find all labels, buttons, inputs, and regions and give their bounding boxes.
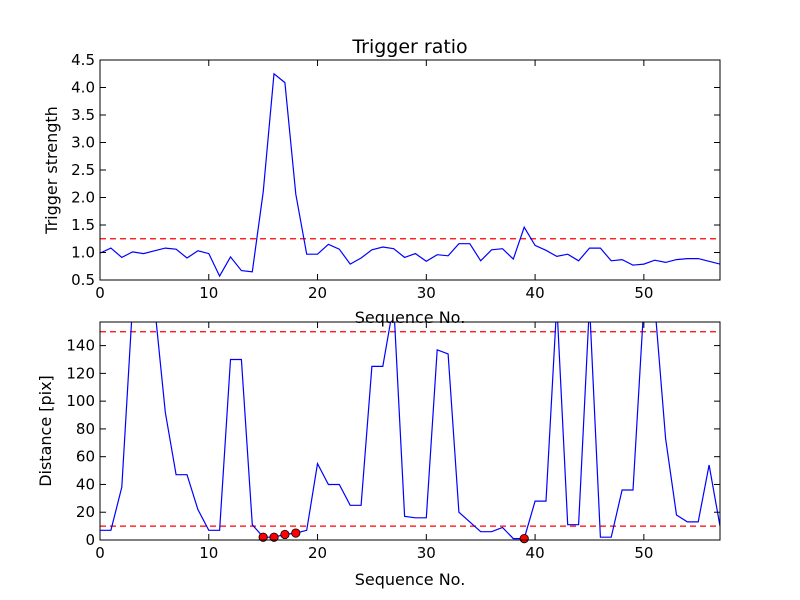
trigger-plot-ylabel: Trigger strength — [42, 106, 61, 235]
distance-plot-xlabel: Sequence No. — [355, 570, 466, 589]
trigger-xtick-label: 20 — [308, 284, 327, 302]
trigger-ytick-label: 3.5 — [71, 106, 95, 124]
distance-marker-point — [258, 532, 268, 542]
distance-ytick-label: 100 — [66, 392, 95, 410]
distance-ytick-label: 80 — [76, 420, 95, 438]
distance-ytick-label: 140 — [66, 337, 95, 355]
trigger-series-line — [100, 72, 720, 278]
trigger-xtick-label: 10 — [199, 284, 218, 302]
trigger-ytick-label: 0.5 — [71, 271, 95, 289]
distance-ytick-label: 120 — [66, 364, 95, 382]
trigger-plot-title: Trigger ratio — [351, 36, 467, 58]
trigger-frame — [99, 59, 721, 281]
distance-xtick-label: 30 — [417, 544, 436, 562]
distance-marker-point — [291, 528, 301, 538]
trigger-xtick-label: 40 — [526, 284, 545, 302]
trigger-ratio-plot: Trigger ratio 0 10 20 30 40 50 0.5 1.0 1.5 2.0 2.5… — [42, 36, 721, 327]
trigger-ytick-label: 1.0 — [71, 244, 95, 262]
distance-xtick-label: 0 — [95, 544, 105, 562]
distance-ytick-label: 0 — [85, 531, 95, 549]
trigger-plot-axes: 0 10 20 30 40 50 0.5 1.0 1.5 2.0 2.5 3.0 3.5 4.0 4.5 — [71, 51, 721, 302]
trigger-xtick-label: 30 — [417, 284, 436, 302]
trigger-ytick-label: 3.0 — [71, 134, 95, 152]
distance-xtick-label: 40 — [526, 544, 545, 562]
trigger-ytick-label: 1.5 — [71, 216, 95, 234]
distance-plot: 0 10 20 30 40 50 0 20 40 60 80 100 120 140 Sequence N… — [36, 321, 721, 589]
distance-frame — [99, 321, 721, 541]
trigger-ytick-label: 2.5 — [71, 161, 95, 179]
distance-marker-point — [280, 529, 290, 540]
distance-ytick-label: 20 — [76, 503, 95, 521]
distance-ytick-label: 60 — [76, 448, 95, 466]
distance-series-line — [100, 322, 720, 540]
distance-marker-point — [269, 532, 279, 542]
distance-xtick-label: 20 — [308, 544, 327, 562]
distance-xtick-label: 50 — [634, 544, 653, 562]
trigger-ytick-label: 4.5 — [71, 51, 95, 69]
trigger-ytick-label: 2.0 — [71, 189, 95, 207]
distance-ytick-label: 40 — [76, 475, 95, 493]
trigger-xtick-label: 0 — [95, 284, 105, 302]
distance-plot-ylabel: Distance [pix] — [36, 375, 55, 487]
distance-marker-point — [519, 534, 529, 544]
trigger-plot-area — [100, 72, 720, 278]
trigger-plot-xlabel: Sequence No. — [355, 308, 466, 327]
distance-plot-axes: 0 10 20 30 40 50 0 20 40 60 80 100 120 140 — [66, 321, 721, 562]
trigger-ytick-label: 4.0 — [71, 79, 95, 97]
trigger-xtick-label: 50 — [634, 284, 653, 302]
distance-plot-area — [100, 322, 720, 540]
distance-xtick-label: 10 — [199, 544, 218, 562]
